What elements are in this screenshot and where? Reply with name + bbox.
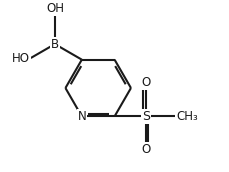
- Text: HO: HO: [12, 51, 30, 64]
- Text: O: O: [140, 143, 150, 156]
- Text: CH₃: CH₃: [175, 110, 197, 123]
- Text: S: S: [141, 110, 149, 123]
- Text: B: B: [51, 38, 59, 51]
- Text: O: O: [140, 76, 150, 89]
- Text: N: N: [77, 110, 86, 123]
- Text: OH: OH: [46, 2, 64, 15]
